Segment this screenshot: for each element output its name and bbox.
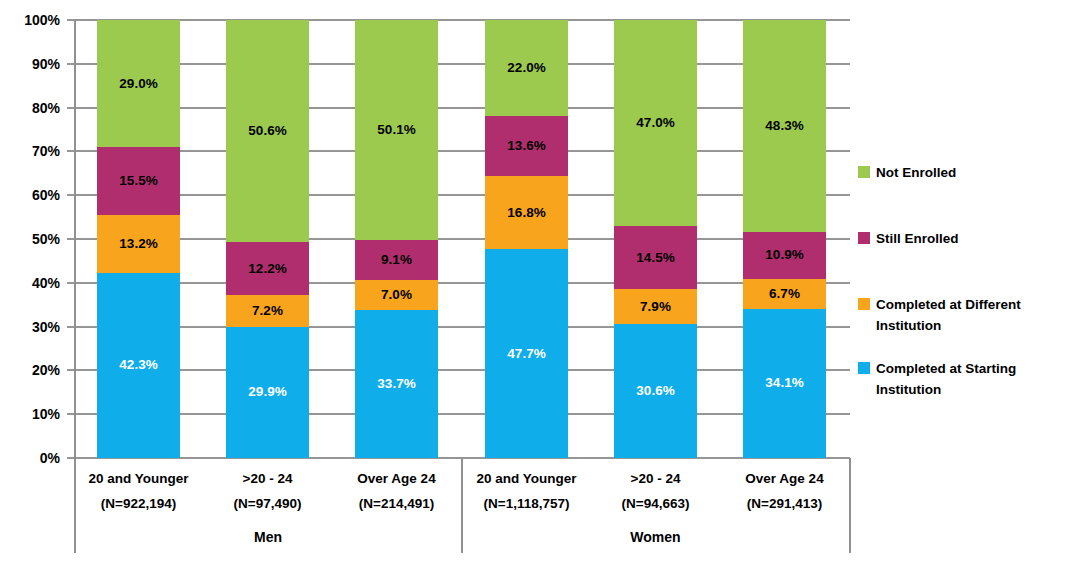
category-label-line2: (N=291,413) [719,491,851,516]
group-label-men: Men [198,529,338,545]
legend-label: Completed at Different Institution [876,294,1042,336]
gridline [67,63,850,65]
legend-item-not-enrolled: Not Enrolled [858,162,956,183]
segment-value-label: 15.5% [97,171,180,191]
segment-value-label: 22.0% [485,58,568,78]
gridline [67,238,850,240]
gridline [67,19,850,21]
legend-swatch-icon [858,232,870,244]
segment-value-label: 7.9% [614,297,697,317]
y-axis-tick-label: 60% [0,185,60,205]
legend-item-completed-at-different-institution: Completed at Different Institution [858,294,1042,336]
category-label: Over Age 24(N=214,491) [331,466,463,516]
segment-value-label: 47.7% [485,344,568,364]
gridline [67,194,850,196]
legend-label: Still Enrolled [876,228,959,249]
category-label-line1: Over Age 24 [331,466,463,491]
category-label-line2: (N=922,194) [73,491,205,516]
category-label: 20 and Younger(N=922,194) [73,466,205,516]
segment-value-label: 29.0% [97,74,180,94]
segment-value-label: 30.6% [614,381,697,401]
legend-swatch-icon [858,298,870,310]
segment-value-label: 50.1% [355,120,438,140]
y-axis-tick-label: 20% [0,360,60,380]
y-axis-tick-label: 30% [0,317,60,337]
gridline [67,282,850,284]
segment-value-label: 14.5% [614,248,697,268]
segment-value-label: 6.7% [743,284,826,304]
legend-swatch-icon [858,362,870,374]
category-label-line2: (N=1,118,757) [461,491,593,516]
gridline [67,369,850,371]
gridline [67,150,850,152]
y-axis-tick-label: 40% [0,273,60,293]
legend-swatch-icon [858,166,870,178]
category-label-line1: >20 - 24 [590,466,722,491]
segment-value-label: 7.2% [226,301,309,321]
legend-label: Completed at Starting Institution [876,358,1042,400]
stacked-bar-chart: 0% 10% 20% 30% 40% 50% 60% 70% 80% 90% 100% 42.3% 13… [0,0,1066,570]
category-label-line1: 20 and Younger [73,466,205,491]
y-axis-tick-label: 70% [0,141,60,161]
segment-value-label: 29.9% [226,382,309,402]
segment-value-label: 7.0% [355,285,438,305]
category-label: 20 and Younger(N=1,118,757) [461,466,593,516]
segment-value-label: 48.3% [743,116,826,136]
segment-value-label: 16.8% [485,203,568,223]
segment-value-label: 42.3% [97,355,180,375]
category-label-line1: >20 - 24 [202,466,334,491]
y-axis-tick-label: 90% [0,54,60,74]
y-axis-tick-label: 0% [0,448,60,468]
legend-label: Not Enrolled [876,162,956,183]
category-label-line1: Over Age 24 [719,466,851,491]
group-label-women: Women [586,529,726,545]
category-label-line2: (N=97,490) [202,491,334,516]
segment-value-label: 12.2% [226,259,309,279]
category-label-line1: 20 and Younger [461,466,593,491]
segment-value-label: 34.1% [743,373,826,393]
category-label: Over Age 24(N=291,413) [719,466,851,516]
y-axis-tick-label: 50% [0,229,60,249]
y-axis-tick-label: 80% [0,98,60,118]
gridline [67,326,850,328]
segment-value-label: 13.6% [485,136,568,156]
gridline [67,457,850,459]
segment-value-label: 13.2% [97,234,180,254]
gridline [67,413,850,415]
segment-value-label: 47.0% [614,113,697,133]
y-axis-tick-label: 100% [0,10,60,30]
category-label-line2: (N=214,491) [331,491,463,516]
legend-item-completed-at-starting-institution: Completed at Starting Institution [858,358,1042,400]
y-axis-tick-label: 10% [0,404,60,424]
category-label: >20 - 24(N=94,663) [590,466,722,516]
category-label: >20 - 24(N=97,490) [202,466,334,516]
gridline [67,107,850,109]
segment-value-label: 33.7% [355,374,438,394]
legend-item-still-enrolled: Still Enrolled [858,228,959,249]
category-label-line2: (N=94,663) [590,491,722,516]
segment-value-label: 50.6% [226,121,309,141]
segment-value-label: 9.1% [355,250,438,270]
segment-value-label: 10.9% [743,245,826,265]
